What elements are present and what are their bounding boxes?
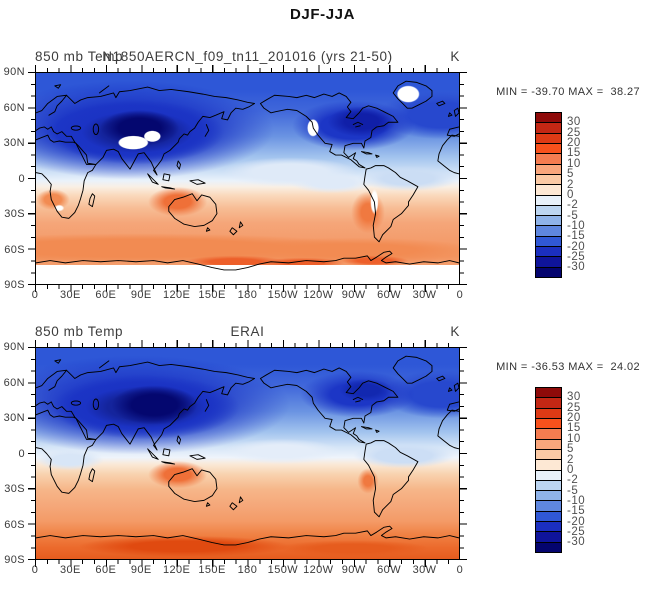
colorbar-box	[536, 173, 561, 185]
colorbar-box	[536, 521, 561, 532]
colorbar-box	[536, 246, 561, 257]
colorbar-box	[536, 122, 561, 133]
colorbar-box	[536, 541, 561, 552]
colorbar-box	[536, 204, 561, 216]
coastlines	[36, 355, 459, 546]
colorbar	[535, 112, 562, 278]
colorbar-box	[536, 132, 561, 143]
colorbar-box	[536, 184, 561, 195]
x-axis-labels: 0 30E 60E 90E 120E 150E 180 150W 120W 90W 60W 30W 0	[31, 564, 464, 576]
minmax-stats: MIN = -39.70 MAX = 38.27	[496, 86, 640, 98]
dataset-name-label: ERAI	[230, 324, 265, 339]
minmax-stats: MIN = -36.53 MAX = 24.02	[496, 361, 640, 373]
colorbar-box	[536, 417, 561, 429]
y-ticks-left	[28, 72, 35, 285]
colorbar-box	[536, 163, 561, 174]
x-ticks-bottom	[35, 560, 460, 567]
colorbar-box	[536, 142, 561, 154]
page-title: DJF-JJA	[289, 6, 356, 23]
variable-label: 850 mb Temp	[35, 324, 124, 339]
panel-erai: 850 mb Temp ERAI K 90N 60N 30N 0 30S 60S 90S 0…	[0, 321, 645, 592]
colorbar-box	[536, 235, 561, 247]
y-ticks-left	[28, 347, 35, 560]
colorbar-labels: 30 25 20 15 10 5 2 0 -2 -5 -10 -15 -20 -25 -30	[567, 116, 586, 274]
colorbar-box	[536, 407, 561, 418]
panel-model: 850 mb Temp N1850AERCN_f09_tn11_201016 (…	[0, 46, 645, 317]
y-ticks-right	[460, 347, 467, 560]
colorbar-box	[536, 490, 561, 501]
panel-erai-titlebar: 850 mb Temp ERAI K	[35, 324, 460, 340]
x-axis-labels: 0 30E 60E 90E 120E 150E 180 150W 120W 90W 60W 30W 0	[31, 289, 464, 301]
colorbar-box	[536, 388, 561, 398]
colorbar-box	[536, 256, 561, 267]
units-label: K	[450, 49, 460, 64]
colorbar-box	[536, 510, 561, 522]
colorbar-box	[536, 113, 561, 123]
colorbar-box	[536, 153, 561, 164]
y-axis-labels: 90N 60N 30N 0 30S 60S 90S	[3, 66, 25, 291]
y-ticks-right	[460, 72, 467, 285]
temperature-field-erai	[36, 348, 459, 559]
colorbar-box	[536, 500, 561, 511]
x-ticks-top	[35, 65, 460, 72]
coastlines	[36, 80, 459, 271]
map-plot-erai	[35, 347, 460, 560]
colorbar-box	[536, 438, 561, 449]
variable-label: 850 mb Temp	[35, 49, 124, 64]
temperature-field-model	[36, 73, 459, 284]
colorbar-labels: 30 25 20 15 10 5 2 0 -2 -5 -10 -15 -20 -25 -30	[567, 391, 586, 549]
colorbar-box	[536, 459, 561, 470]
panel-model-titlebar: 850 mb Temp N1850AERCN_f09_tn11_201016 (…	[35, 49, 460, 65]
colorbar-box	[536, 266, 561, 277]
colorbar-box	[536, 215, 561, 226]
x-ticks-bottom	[35, 285, 460, 292]
colorbar-box	[536, 531, 561, 542]
colorbar-box	[536, 397, 561, 408]
colorbar-box	[536, 225, 561, 236]
colorbar	[535, 387, 562, 553]
x-ticks-top	[35, 340, 460, 347]
units-label: K	[450, 324, 460, 339]
colorbar-box	[536, 194, 561, 205]
case-name-label: N1850AERCN_f09_tn11_201016 (yrs 21-50)	[102, 49, 393, 64]
colorbar-box	[536, 428, 561, 439]
y-axis-labels: 90N 60N 30N 0 30S 60S 90S	[3, 341, 25, 566]
colorbar-box	[536, 469, 561, 480]
map-plot-model	[35, 72, 460, 285]
colorbar-box	[536, 448, 561, 460]
colorbar-box	[536, 479, 561, 491]
